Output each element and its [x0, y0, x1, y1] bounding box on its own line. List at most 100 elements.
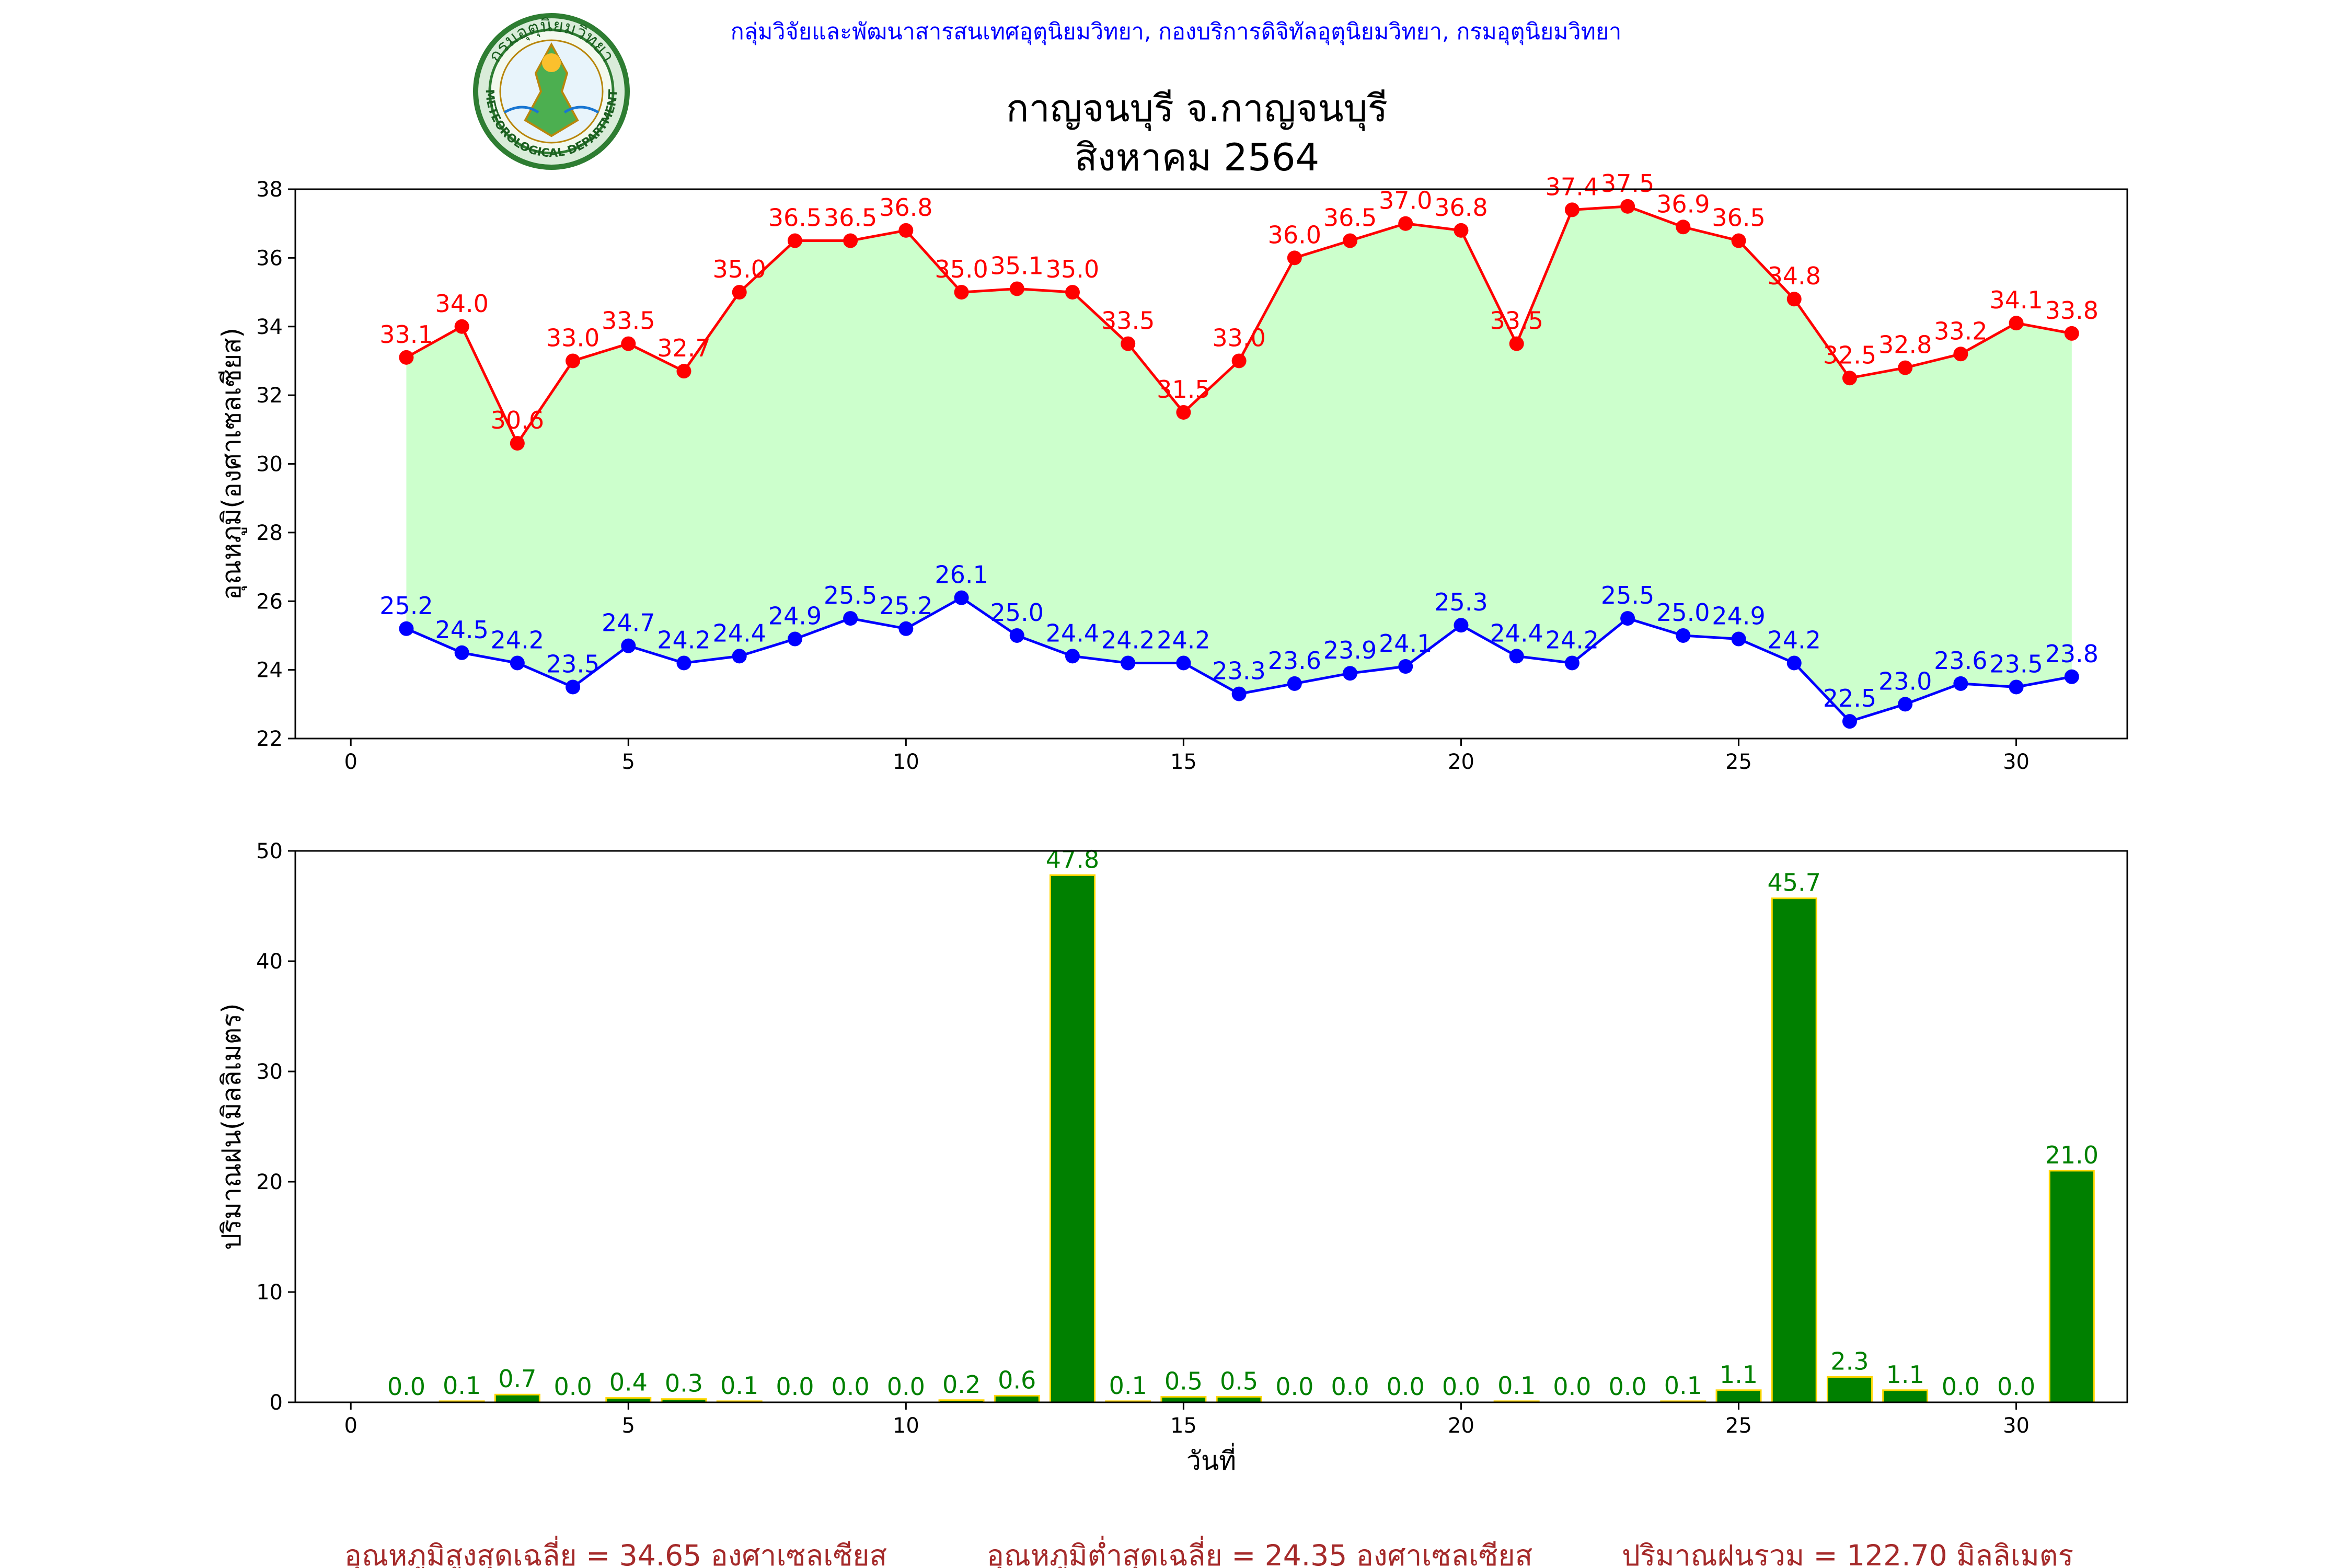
rain-data-label: 21.0 [2045, 1141, 2099, 1169]
tmax-data-label: 33.2 [1934, 317, 1987, 345]
tmin-data-label: 25.3 [1434, 588, 1488, 616]
tmin-data-label: 25.2 [379, 592, 433, 620]
tmin-data-label: 24.4 [712, 619, 766, 647]
x-tick-label: 30 [2003, 750, 2030, 774]
tmax-point [2009, 316, 2024, 331]
y-tick-label: 38 [256, 178, 283, 202]
y-axis-label: ปริมาณฝน(มิลลิเมตร) [216, 1003, 247, 1250]
tmax-point [1676, 220, 1691, 235]
tmin-point [676, 655, 691, 671]
rain-data-label: 0.0 [1553, 1373, 1591, 1401]
x-tick-label: 5 [622, 1414, 635, 1438]
tmax-data-label: 35.0 [712, 255, 766, 283]
rain-data-label: 0.0 [1609, 1373, 1647, 1401]
x-tick-label: 5 [622, 750, 635, 774]
y-tick-label: 24 [256, 659, 283, 683]
rain-data-label: 0.0 [1442, 1373, 1480, 1401]
y-tick-label: 40 [256, 950, 283, 974]
plot-frame [294, 188, 2128, 740]
x-tick-label: 10 [893, 1414, 919, 1438]
y-tick-label: 28 [256, 521, 283, 545]
rain-bar [2048, 1170, 2095, 1403]
tmax-point [1454, 223, 1469, 238]
y-tick-label: 30 [256, 453, 283, 477]
tmax-point [1121, 336, 1136, 351]
tmin-point [1953, 676, 1968, 691]
tmin-point [1065, 649, 1080, 664]
rain-data-label: 47.8 [1046, 845, 1099, 873]
tmin-data-label: 25.5 [1601, 581, 1654, 609]
x-tick-label: 20 [1448, 1414, 1474, 1438]
tmin-point [732, 649, 747, 664]
rain-data-label: 0.5 [1220, 1367, 1258, 1395]
tmin-point [1676, 628, 1691, 643]
x-tick-label: 25 [1725, 750, 1752, 774]
tmax-point [566, 353, 581, 368]
tmax-point [399, 350, 414, 365]
tmax-point [1898, 360, 1913, 375]
tmax-point [1398, 216, 1413, 231]
tmax-point [1343, 233, 1358, 248]
tmax-data-label: 37.5 [1601, 169, 1654, 198]
tmin-data-label: 24.4 [1046, 619, 1099, 647]
tmin-data-label: 24.7 [602, 609, 655, 637]
chart-title-month: สิงหาคม 2564 [1075, 135, 1320, 179]
tmin-data-label: 24.2 [491, 626, 544, 654]
tmax-point [1731, 233, 1746, 248]
tmin-point [1343, 666, 1358, 681]
tmin-data-label: 24.2 [1768, 626, 1821, 654]
tmax-point [732, 285, 747, 300]
tmin-point [1842, 714, 1857, 729]
rain-data-label: 0.1 [720, 1371, 758, 1400]
rain-bar [1826, 1376, 1873, 1403]
agency-header: กลุ่มวิจัยและพัฒนาสารสนเทศอุตุนิยมวิทยา,… [731, 19, 1622, 45]
tmin-point [399, 621, 414, 636]
tmin-point [898, 621, 914, 636]
tmax-data-label: 35.1 [990, 251, 1044, 280]
tmax-data-label: 36.8 [879, 193, 932, 222]
rain-data-label: 0.0 [887, 1373, 925, 1401]
tmin-data-label: 23.5 [546, 650, 599, 678]
tmin-point [1454, 618, 1469, 633]
tmax-point [1009, 281, 1024, 296]
tmin-data-label: 23.6 [1934, 647, 1987, 675]
y-tick-label: 0 [270, 1391, 283, 1415]
tmax-data-label: 36.9 [1656, 190, 1710, 218]
tmax-data-label: 31.5 [1157, 375, 1210, 403]
rain-bar [1715, 1389, 1762, 1403]
rain-data-label: 0.4 [609, 1368, 648, 1397]
tmax-data-label: 32.8 [1878, 331, 1932, 359]
tmax-data-label: 33.0 [1212, 324, 1265, 352]
tmin-data-label: 25.2 [879, 592, 932, 620]
y-tick-label: 50 [256, 839, 283, 863]
rain-bar [494, 1393, 540, 1403]
tmax-point [1231, 353, 1247, 368]
tmax-data-label: 30.6 [491, 406, 544, 434]
tmin-point [566, 679, 581, 695]
tmax-point [1065, 285, 1080, 300]
y-tick-label: 30 [256, 1060, 283, 1084]
tmin-data-label: 24.2 [657, 626, 710, 654]
rain-data-label: 0.0 [1997, 1373, 2035, 1401]
rain-data-label: 45.7 [1768, 869, 1821, 897]
tmax-point [1620, 199, 1635, 214]
summary-avg-min: อุณหภูมิต่ำสุดเฉลี่ย = 24.35 องศาเซลเซีย… [987, 1536, 1532, 1568]
tmax-data-label: 36.5 [1323, 204, 1377, 232]
tmax-data-label: 33.1 [379, 320, 433, 349]
rain-bar [1771, 897, 1817, 1403]
tmax-data-label: 34.1 [1989, 286, 2043, 314]
tmax-point [1953, 347, 1968, 362]
y-tick-label: 34 [256, 315, 283, 339]
temperature-range-fill [406, 206, 2072, 722]
tmax-data-label: 35.0 [935, 255, 988, 283]
tmin-point [1898, 697, 1913, 712]
tmax-point [1564, 202, 1579, 217]
tmin-point [1731, 631, 1746, 647]
tmin-point [1620, 611, 1635, 626]
rain-data-label: 0.0 [1387, 1373, 1425, 1401]
tmax-point [1842, 371, 1857, 386]
summary-avg-max: อุณหภูมิสูงสุดเฉลี่ย = 34.65 องศาเซลเซีย… [344, 1536, 887, 1568]
tmax-point [898, 223, 914, 238]
tmin-data-label: 24.1 [1379, 629, 1432, 658]
tmax-data-label: 36.5 [1712, 204, 1765, 232]
